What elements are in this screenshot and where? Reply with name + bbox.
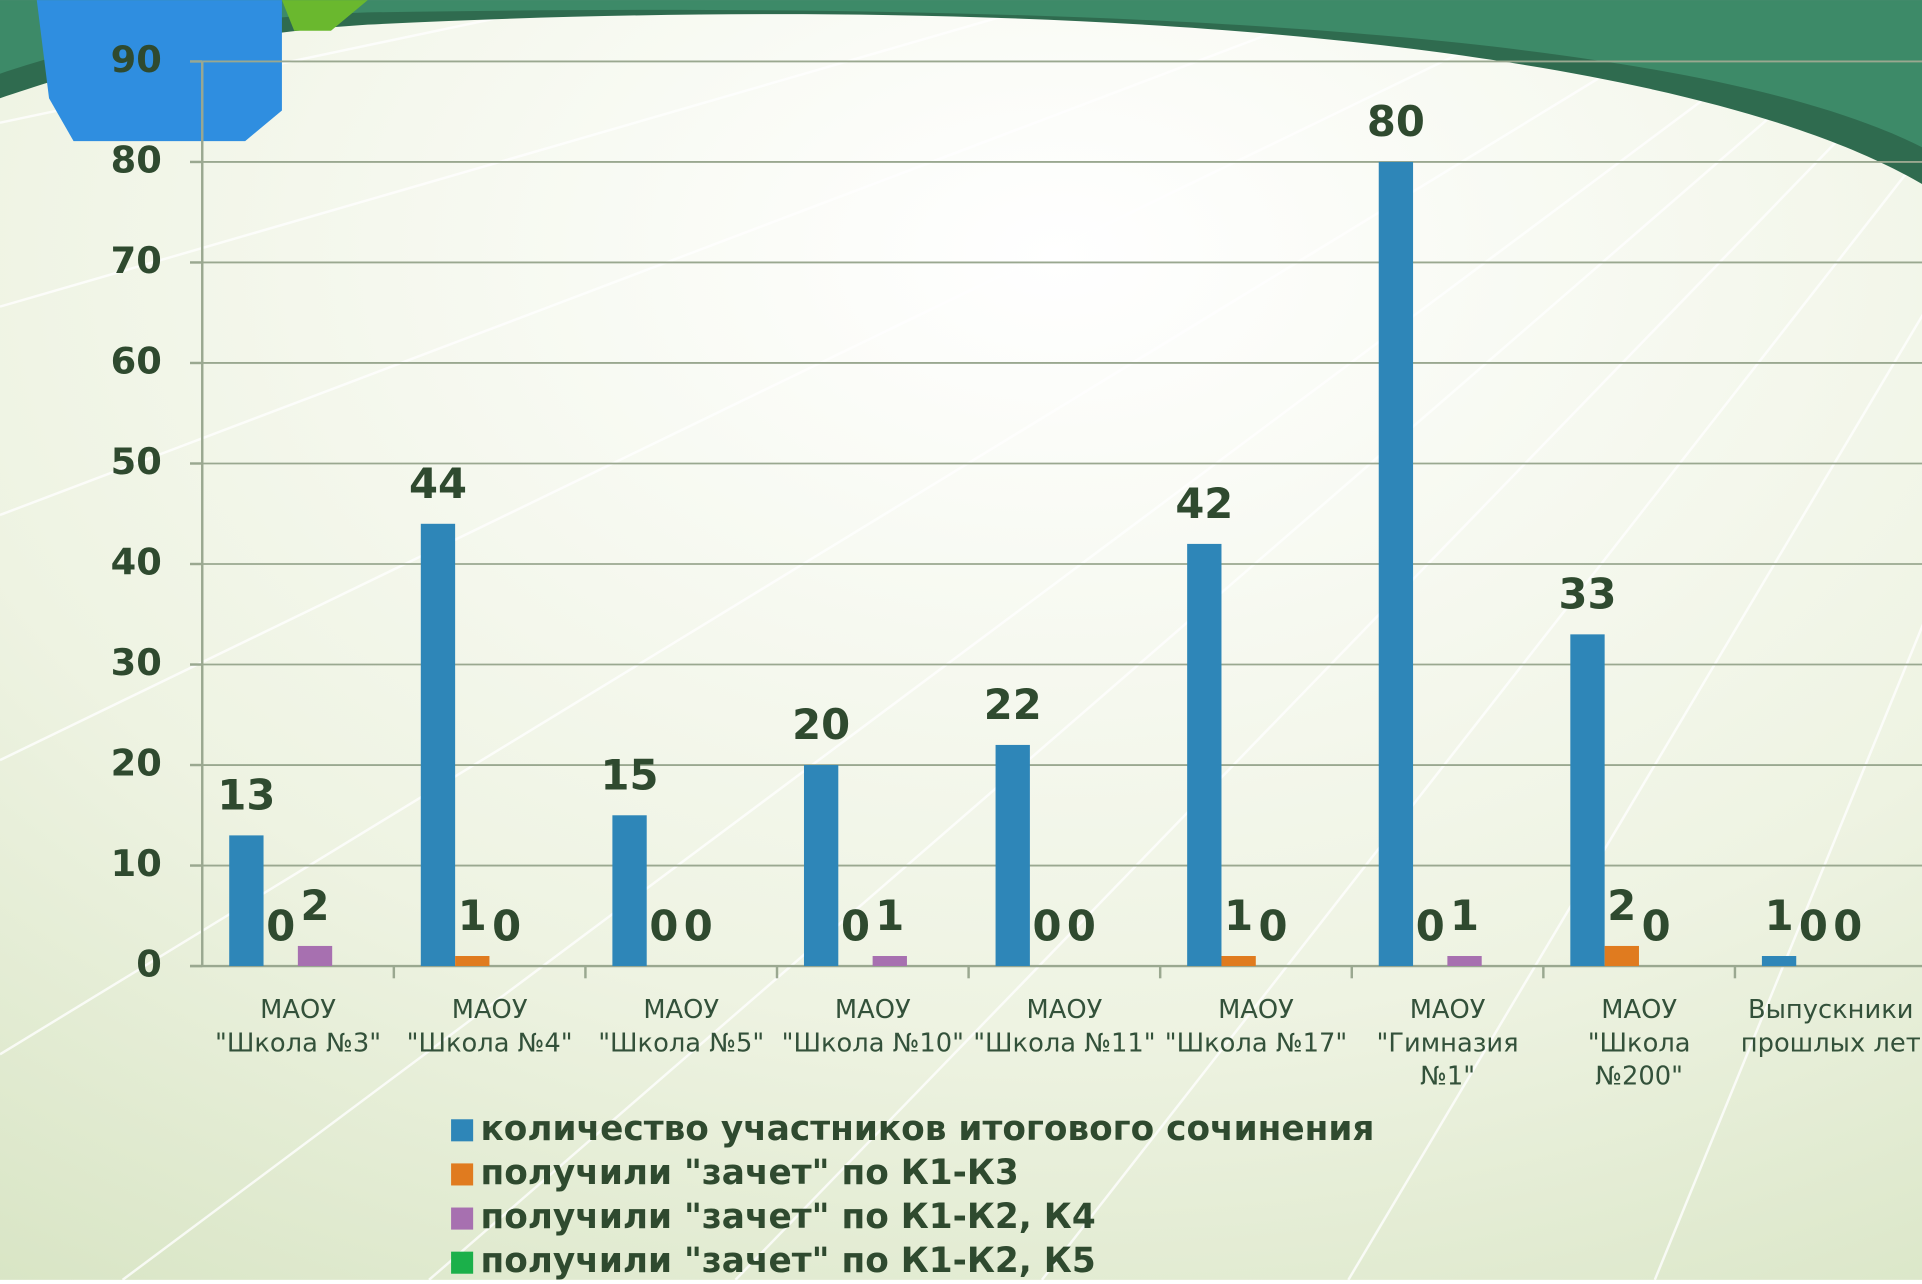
- bar: [872, 956, 907, 967]
- puzzle-icon: [36, 0, 282, 142]
- x-tick-label-line: "Школа №11": [973, 1028, 1155, 1058]
- bar: [1447, 956, 1482, 967]
- bar: [229, 835, 264, 967]
- value-label: 80: [1367, 97, 1425, 146]
- x-tick-label-line: "Школа №5": [598, 1028, 764, 1058]
- legend-swatch: [451, 1251, 474, 1274]
- value-label: 1: [458, 891, 487, 940]
- x-tick-label-line: МАОУ: [452, 995, 528, 1025]
- value-label: 0: [266, 901, 295, 950]
- value-label: 0: [1416, 901, 1445, 950]
- y-tick-label: 10: [111, 842, 162, 885]
- legend-label: получили "зачет" по К1-К3: [481, 1153, 1019, 1193]
- bar: [297, 945, 333, 967]
- bar: [1378, 161, 1414, 967]
- x-tick-label-line: МАОУ: [835, 995, 911, 1025]
- x-tick-label: МАОУ "Школа №4": [407, 995, 573, 1058]
- value-label: 1: [1450, 891, 1479, 940]
- legend-label: количество участников итогового сочинени…: [481, 1109, 1375, 1149]
- value-label: 33: [1558, 570, 1616, 619]
- value-label: 0: [1642, 901, 1671, 950]
- x-tick-label: МАОУ "Школа №17": [1165, 995, 1347, 1058]
- value-label: 42: [1175, 479, 1233, 528]
- y-tick-label: 60: [111, 339, 162, 382]
- x-tick-label-line: №200": [1595, 1061, 1683, 1091]
- puzzle-icon-green: [281, 0, 368, 31]
- x-tick-label: МАОУ "Школа №11": [973, 995, 1155, 1058]
- value-label: 0: [492, 901, 521, 950]
- y-tick-label: 70: [111, 239, 162, 282]
- bar: [420, 523, 456, 967]
- x-tick-label: МАОУ "Школа №10": [782, 995, 964, 1058]
- bar: [612, 815, 647, 967]
- value-label: 1: [875, 891, 904, 940]
- legend-swatch: [451, 1163, 474, 1186]
- legend-label: получили "зачет" по К1-К2, К5: [481, 1241, 1096, 1280]
- value-label: 1: [1765, 891, 1794, 940]
- x-tick-label: МАОУ "Гимназия №1": [1376, 995, 1518, 1091]
- legend-swatch: [451, 1207, 474, 1230]
- value-label: 0: [1833, 901, 1862, 950]
- bar: [1604, 945, 1639, 967]
- x-tick-label-line: МАОУ: [1601, 995, 1677, 1025]
- y-tick-label: 0: [136, 943, 162, 986]
- bar: [1761, 956, 1797, 967]
- value-label: 0: [1033, 901, 1062, 950]
- header-band: [0, 0, 1922, 185]
- value-label: 0: [1258, 901, 1287, 950]
- y-tick-label: 20: [111, 742, 162, 785]
- x-tick-label-line: №1": [1420, 1061, 1475, 1091]
- x-tick-label: МАОУ "Школа №5": [598, 995, 764, 1058]
- x-tick-label-line: МАОУ: [1027, 995, 1103, 1025]
- value-label: 2: [301, 881, 330, 930]
- bar: [1187, 543, 1222, 967]
- header-band-light: [0, 0, 1922, 148]
- value-label: 22: [984, 680, 1042, 729]
- value-label: 20: [792, 700, 850, 749]
- x-tick-label-line: МАОУ: [1410, 995, 1486, 1025]
- value-label: 2: [1607, 881, 1636, 930]
- legend-label: получили "зачет" по К1-К2, К4: [481, 1197, 1096, 1237]
- y-tick-label: 30: [111, 641, 162, 684]
- y-tick-label: 90: [111, 38, 162, 81]
- x-tick-label: МАОУ "Школа №3": [215, 995, 381, 1058]
- bar: [1570, 634, 1605, 967]
- x-tick-label-line: "Школа: [1588, 1028, 1691, 1058]
- x-tick-label-line: "Школа №4": [407, 1028, 573, 1058]
- x-tick-label: МАОУ "Школа №200": [1588, 995, 1691, 1091]
- x-tick-label-line: "Гимназия: [1376, 1028, 1518, 1058]
- value-label: 0: [1799, 901, 1828, 950]
- x-tick-label-line: Выпускники: [1748, 995, 1914, 1025]
- x-tick-label-line: "Школа №10": [782, 1028, 964, 1058]
- x-tick-label-line: "Школа №17": [1165, 1028, 1347, 1058]
- value-label: 1: [1224, 891, 1253, 940]
- value-label: 0: [649, 901, 678, 950]
- legend-swatch: [451, 1119, 474, 1142]
- value-label: 0: [841, 901, 870, 950]
- y-tick-label: 50: [111, 440, 162, 483]
- x-tick-label: Выпускники прошлых лет: [1741, 995, 1921, 1058]
- value-label: 13: [217, 771, 275, 820]
- value-label: 44: [409, 459, 467, 508]
- bar: [455, 956, 490, 967]
- bar: [1221, 956, 1256, 967]
- x-tick-label-line: прошлых лет: [1741, 1028, 1921, 1058]
- y-tick-label: 80: [111, 138, 162, 181]
- bar: [995, 744, 1030, 967]
- x-tick-label-line: МАОУ: [643, 995, 719, 1025]
- y-tick-label: 40: [111, 541, 162, 584]
- value-label: 15: [601, 751, 659, 800]
- bar: [803, 765, 839, 967]
- x-tick-label-line: МАОУ: [260, 995, 336, 1025]
- value-label: 0: [1067, 901, 1096, 950]
- x-tick-label-line: "Школа №3": [215, 1028, 381, 1058]
- value-label: 0: [684, 901, 713, 950]
- x-tick-label-line: МАОУ: [1218, 995, 1294, 1025]
